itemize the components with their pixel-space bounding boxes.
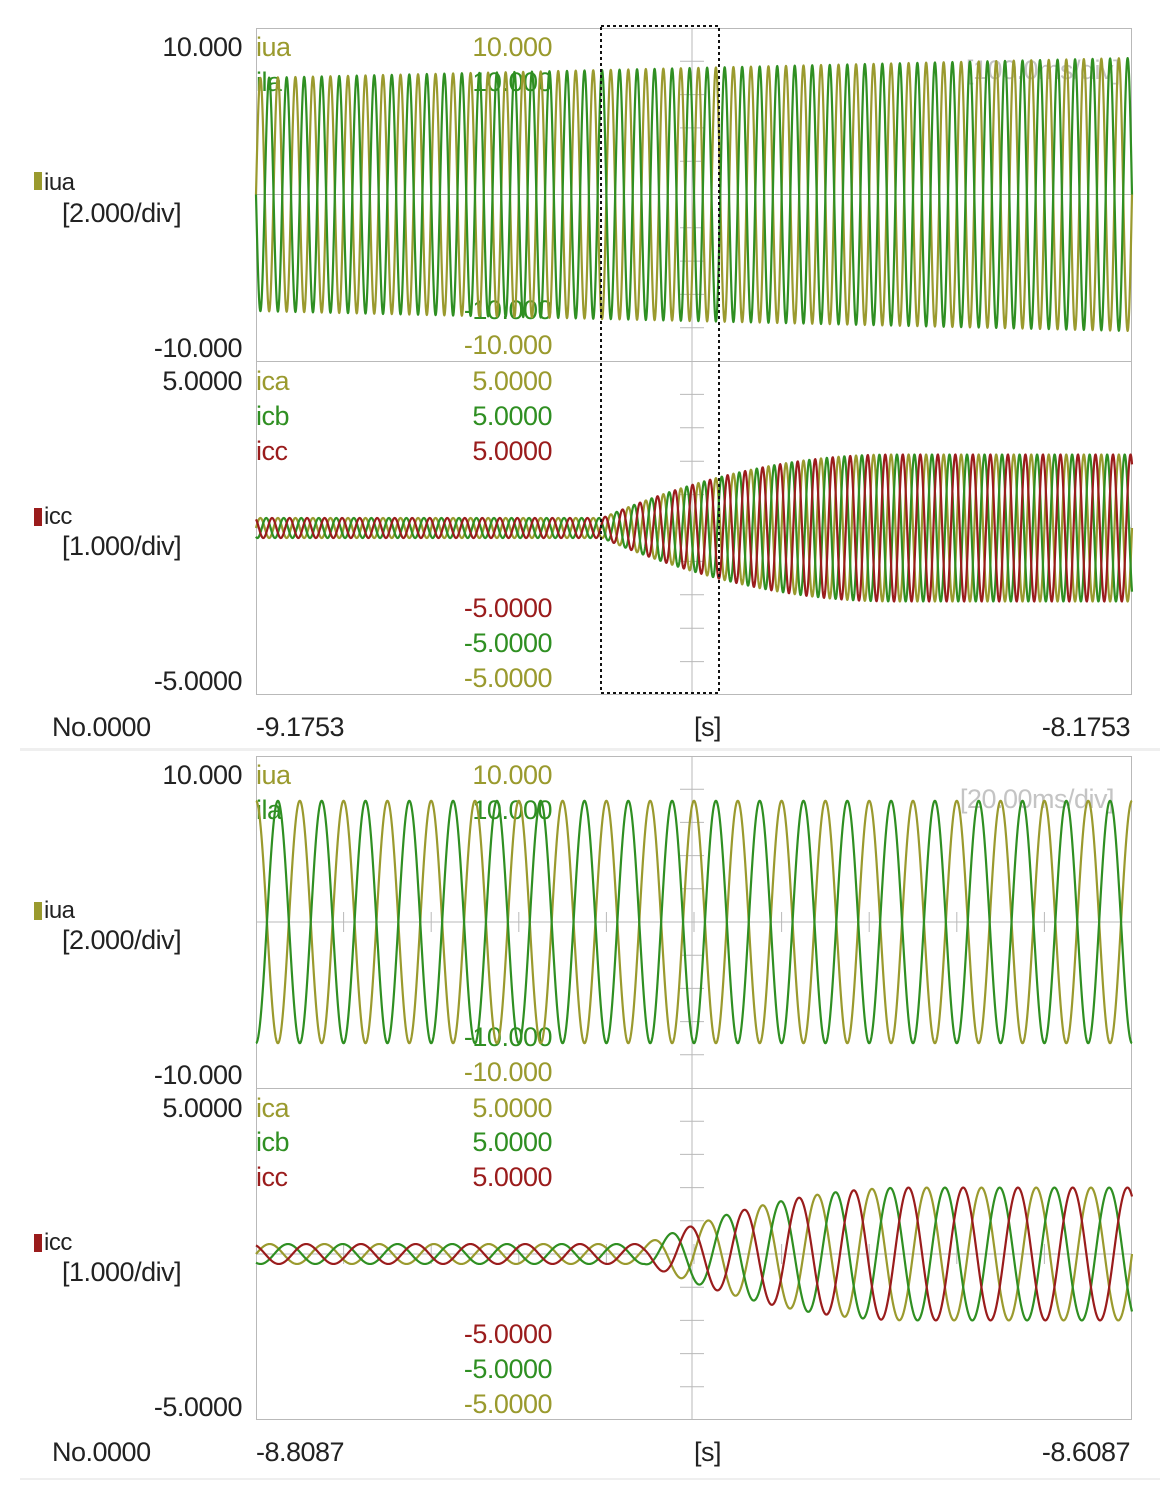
v1-series-icb	[255, 453, 1134, 603]
v1-bottom-marker-channel: icc	[44, 503, 72, 530]
v2-legend-icb: icb	[256, 1127, 290, 1157]
v2-series-ica	[255, 1186, 1134, 1322]
v1-icc-color-marker	[34, 508, 42, 526]
v2-top-axis-max: 10.000	[162, 760, 242, 790]
v2-iua-min: -10.000	[463, 1057, 553, 1087]
v1-t-start: -9.1753	[256, 712, 345, 742]
v2-legend-iua: iua	[256, 760, 291, 790]
v1-legend-iua: iua	[256, 32, 291, 62]
v1-ica-min: -5.0000	[463, 663, 553, 693]
v1-t-end: -8.1753	[1041, 712, 1131, 742]
v1-icb-min: -5.0000	[463, 628, 553, 658]
v1-icc-min: -5.0000	[463, 593, 553, 623]
v2-bottom-axis-max: 5.0000	[162, 1093, 242, 1123]
selection-zoom-box	[600, 25, 720, 694]
v2-ica-max: 5.0000	[472, 1093, 552, 1123]
v2-icc-color-marker	[34, 1234, 42, 1252]
v2-bottom-marker-scale: [1.000/div]	[62, 1257, 182, 1287]
v2-time-unit: [s]	[694, 1437, 722, 1467]
v2-series-icb	[255, 1186, 1134, 1322]
panel-separator-2	[256, 1088, 1132, 1089]
view-divider	[20, 748, 1160, 751]
bottom-divider	[20, 1478, 1160, 1480]
v1-series-icc	[255, 453, 1134, 603]
v1-record-no: No.0000	[52, 712, 151, 742]
v2-icc-min: -5.0000	[463, 1319, 553, 1349]
v1-legend-icc: icc	[256, 436, 288, 466]
v2-series-iua	[255, 799, 1133, 1045]
v1-bottom-axis-max: 5.0000	[162, 366, 242, 396]
v2-iua-color-marker	[34, 902, 42, 920]
v2-series-icc	[255, 1186, 1134, 1322]
v1-top-axis-min: -10.000	[153, 333, 243, 363]
v1-iua-max: 10.000	[472, 32, 552, 62]
v2-series-ila	[255, 799, 1133, 1045]
v1-ica-max: 5.0000	[472, 366, 552, 396]
v2-icb-min: -5.0000	[463, 1354, 553, 1384]
v2-icb-max: 5.0000	[472, 1127, 552, 1157]
v1-icc-max: 5.0000	[472, 436, 552, 466]
v2-t-start: -8.8087	[256, 1437, 345, 1467]
v2-ila-max: 10.000	[472, 795, 552, 825]
v2-bottom-marker-channel: icc	[44, 1229, 72, 1256]
v1-bottom-marker-scale: [1.000/div]	[62, 531, 182, 561]
panel-separator-1	[256, 361, 1132, 362]
v2-t-end: -8.6087	[1041, 1437, 1131, 1467]
v2-ica-min: -5.0000	[463, 1389, 553, 1419]
v1-top-axis-max: 10.000	[162, 32, 242, 62]
v1-icb-max: 5.0000	[472, 401, 552, 431]
v1-series-ila	[254, 56, 1134, 332]
v1-time-unit: [s]	[694, 712, 722, 742]
v1-legend-ica: ica	[256, 366, 290, 396]
v2-top-marker-scale: [2.000/div]	[62, 925, 182, 955]
v1-top-marker-scale: [2.000/div]	[62, 198, 182, 228]
v2-bottom-axis-min: -5.0000	[153, 1392, 243, 1422]
v2-icc-max: 5.0000	[472, 1162, 552, 1192]
v1-legend-icb: icb	[256, 401, 290, 431]
v2-timescale: [20.00ms/div]	[959, 784, 1115, 814]
v2-top-axis-min: -10.000	[153, 1060, 243, 1090]
v1-iua-color-marker	[34, 172, 42, 190]
v1-iua-min: -10.000	[463, 330, 553, 360]
v1-bottom-axis-min: -5.0000	[153, 666, 243, 696]
v2-record-no: No.0000	[52, 1437, 151, 1467]
v1-series-ica	[254, 453, 1134, 603]
v2-legend-icc: icc	[256, 1162, 288, 1192]
v1-top-marker-channel: iua	[44, 169, 75, 196]
v2-legend-ica: ica	[256, 1093, 290, 1123]
v2-iua-max: 10.000	[472, 760, 552, 790]
v2-top-marker-channel: iua	[44, 897, 75, 924]
